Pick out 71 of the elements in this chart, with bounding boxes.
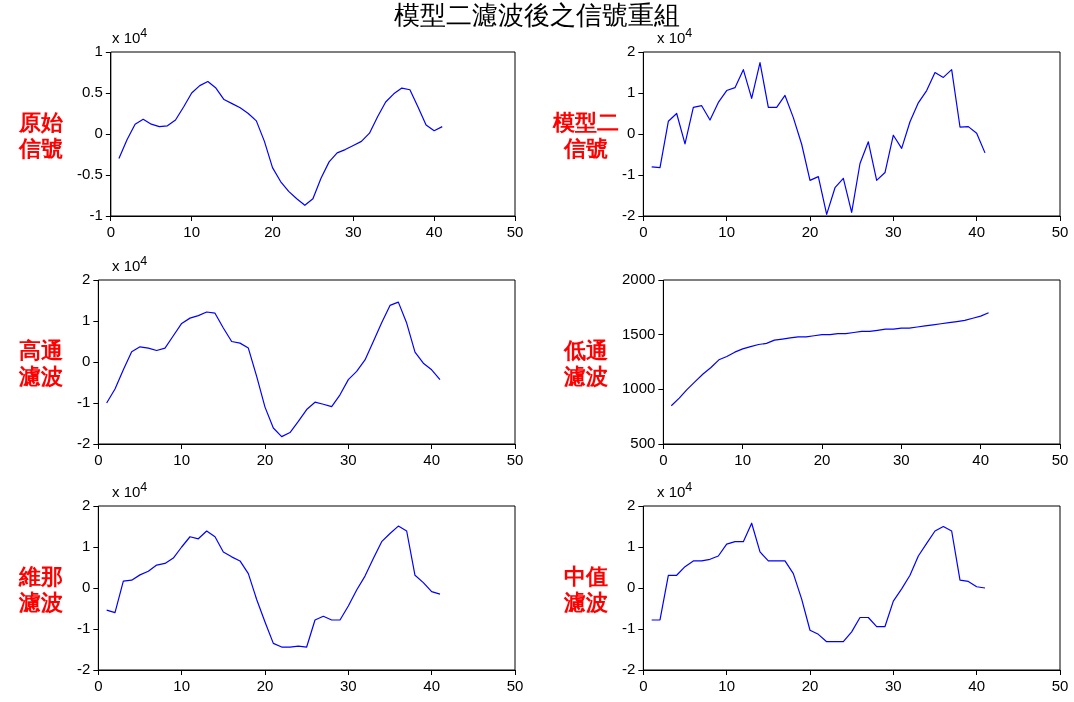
y-axis-title: 中值濾波 bbox=[563, 564, 609, 616]
text: x 10$^{4}$ bbox=[112, 480, 148, 500]
x-tick-label: 20 bbox=[801, 223, 819, 241]
x-tick-label: 40 bbox=[968, 677, 986, 695]
x-tick-label: 30 bbox=[884, 223, 902, 241]
y-tick-label: 0 bbox=[81, 352, 91, 370]
x-tick-label: 30 bbox=[884, 677, 902, 695]
x-tick-label: 50 bbox=[1051, 451, 1069, 469]
y-tick-label: 0 bbox=[94, 124, 103, 142]
x-tick-label: 20 bbox=[264, 223, 281, 241]
y-tick-label: -1 bbox=[76, 393, 91, 411]
x-tick-label: 50 bbox=[1051, 223, 1069, 241]
y-tick-label: 1 bbox=[626, 537, 636, 555]
x-tick-label: 20 bbox=[256, 677, 274, 695]
x-tick-label: 20 bbox=[813, 451, 831, 469]
y-tick-label: -2 bbox=[621, 206, 636, 224]
x-tick-label: 40 bbox=[968, 223, 986, 241]
y-axis-title: 原始信號 bbox=[17, 110, 64, 162]
y-tick-label: 2 bbox=[626, 496, 636, 514]
x-tick-label: 50 bbox=[506, 223, 524, 241]
x-tick-label: 10 bbox=[173, 677, 191, 695]
x-tick-label: 10 bbox=[734, 451, 752, 469]
x-tick-label: 30 bbox=[339, 677, 357, 695]
y-tick-label: -2 bbox=[76, 660, 91, 678]
y-tick-label: 1 bbox=[81, 311, 91, 329]
x-tick-label: 40 bbox=[423, 677, 441, 695]
y-tick-label: -1 bbox=[621, 619, 636, 637]
y-tick-label: 2 bbox=[81, 270, 91, 288]
x-tick-label: 40 bbox=[423, 451, 441, 469]
y-axis-title: 模型二信號 bbox=[551, 110, 620, 162]
y-tick-label: -1 bbox=[89, 206, 103, 224]
y-tick-label: -2 bbox=[621, 660, 636, 678]
y-axis-title: 高通濾波 bbox=[18, 338, 64, 390]
y-tick-label: -2 bbox=[76, 434, 91, 452]
y-tick-label: 0 bbox=[81, 578, 91, 596]
x-tick-label: 30 bbox=[345, 223, 362, 241]
y-tick-label: 1500 bbox=[621, 324, 656, 342]
y-tick-label: 2 bbox=[626, 42, 636, 60]
x-tick-label: 50 bbox=[506, 677, 524, 695]
y-axis-title: 維那濾波 bbox=[17, 564, 64, 616]
y-tick-label: 0 bbox=[626, 124, 636, 142]
y-tick-label: 2 bbox=[81, 496, 91, 514]
x-tick-label: 10 bbox=[173, 451, 191, 469]
y-axis-title: 低通濾波 bbox=[564, 338, 608, 389]
x-tick-label: 50 bbox=[1051, 677, 1069, 695]
y-tick-label: 0.5 bbox=[81, 83, 103, 101]
y-tick-label: -0.5 bbox=[76, 165, 103, 183]
y-tick-label: 1 bbox=[626, 83, 636, 101]
x-tick-label: 40 bbox=[972, 451, 990, 469]
x-tick-label: 0 bbox=[659, 451, 668, 469]
y-tick-label: 2000 bbox=[621, 270, 656, 288]
x-tick-label: 0 bbox=[106, 223, 116, 241]
y-tick-label: -1 bbox=[76, 619, 91, 637]
x-tick-label: 10 bbox=[718, 677, 736, 695]
text: x 10$^{4}$ bbox=[657, 480, 693, 500]
y-tick-label: 1 bbox=[94, 42, 103, 60]
y-tick-label: 1000 bbox=[621, 379, 656, 397]
x-tick-label: 10 bbox=[183, 223, 201, 241]
y-tick-label: 500 bbox=[630, 434, 656, 452]
x-tick-label: 30 bbox=[893, 451, 910, 469]
text: x 10$^{4}$ bbox=[112, 254, 148, 274]
x-tick-label: 30 bbox=[339, 451, 357, 469]
y-tick-label: 1 bbox=[81, 537, 91, 555]
x-tick-label: 20 bbox=[256, 451, 274, 469]
x-tick-label: 20 bbox=[801, 677, 819, 695]
y-tick-label: -1 bbox=[621, 165, 636, 183]
text: x 10$^{4}$ bbox=[112, 26, 148, 46]
x-tick-label: 50 bbox=[506, 451, 524, 469]
x-tick-label: 10 bbox=[718, 223, 736, 241]
y-tick-label: 0 bbox=[626, 578, 636, 596]
x-tick-label: 40 bbox=[425, 223, 443, 241]
